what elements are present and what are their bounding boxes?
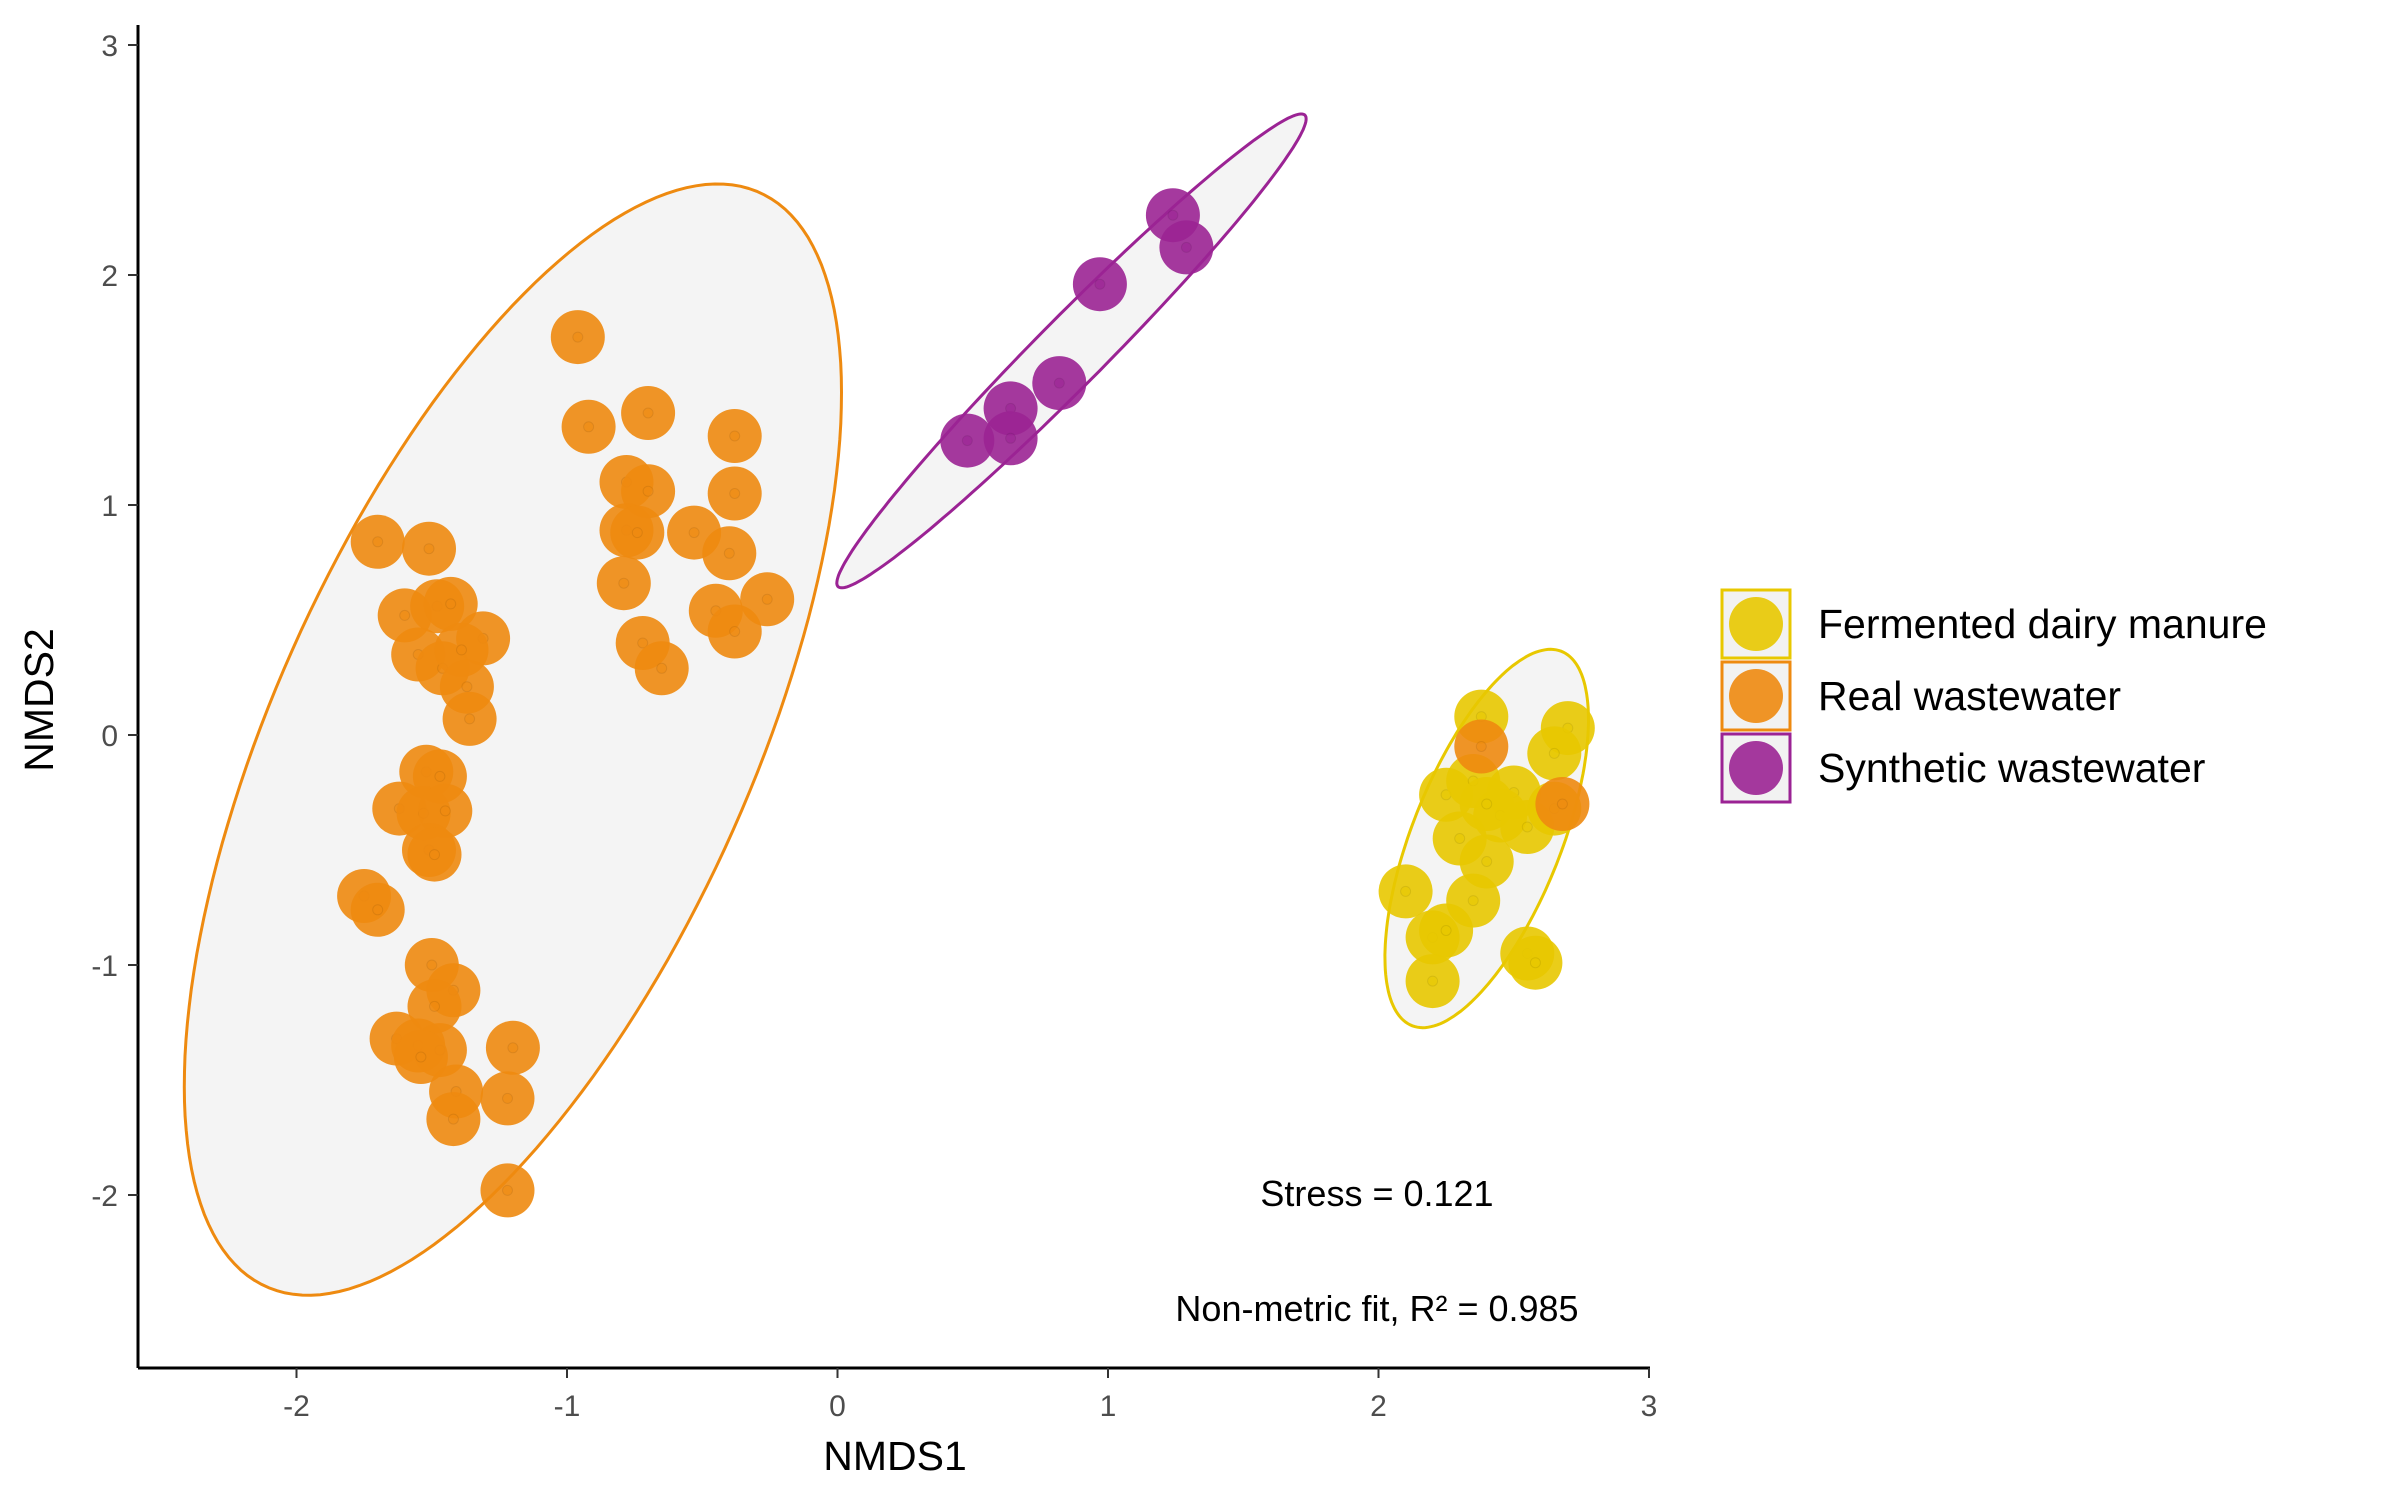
x-axis-title: NMDS1 [823,1433,967,1479]
data-point-center [761,593,773,605]
data-point-center [372,536,384,548]
data-point-center [729,430,741,442]
data-point-center [1556,798,1568,810]
y-ticks: -2 -1 0 1 2 3 [91,30,138,1213]
data-point-center [429,849,440,861]
data-point-center [642,485,654,497]
data-point-center [1180,241,1192,253]
x-tick-label: 2 [1370,1390,1387,1423]
data-point-center [637,637,649,649]
y-tick-label: 0 [101,720,118,753]
y-axis-title: NMDS2 [16,628,62,772]
data-point-center [1427,975,1439,987]
data-point-center [961,435,973,447]
data-point-center [642,407,654,419]
x-tick-label: 0 [829,1390,846,1423]
data-point-center [1094,278,1106,290]
data-point-center [1529,957,1541,969]
data-point-center [1467,895,1479,907]
y-tick-label: 2 [101,260,118,293]
legend-label: Real wastewater [1818,673,2121,719]
data-point-center [1548,747,1560,759]
data-point-center [429,1000,440,1012]
data-point-center [631,527,643,539]
ellipse-3 [835,112,1308,590]
y-tick-label: -2 [91,1180,118,1213]
data-point-center [1481,798,1493,810]
x-ticks: -2 -1 0 1 2 3 [283,1368,1657,1423]
data-point-center [415,1051,427,1063]
data-point-center [1167,209,1179,221]
data-point-center [439,805,451,817]
data-point-center [1440,925,1452,936]
data-point-center [572,331,584,343]
ellipse-2 [182,182,844,1297]
data-point-center [502,1092,513,1104]
x-tick-label: -2 [283,1390,310,1423]
data-point-center [729,488,741,499]
data-point-center [426,959,438,971]
data-point-center [447,1113,459,1125]
x-tick-label: -1 [554,1390,581,1423]
data-point-center [445,598,457,610]
legend-label: Fermented dairy manure [1818,601,2267,647]
x-tick-label: 1 [1100,1390,1117,1423]
data-point-center [1475,741,1487,752]
data-point-center [423,543,435,555]
ellipse-layer [182,112,1591,1297]
data-point-center [1400,885,1412,897]
x-tick-label: 3 [1641,1390,1658,1423]
data-point-center [688,527,700,539]
data-point-center [1454,833,1466,844]
legend-label: Synthetic wastewater [1818,745,2205,791]
data-point-center [1521,821,1533,833]
data-point-center [507,1042,519,1054]
legend-key-marker [1729,597,1783,651]
y-tick-label: 1 [101,490,118,523]
data-point-center [399,609,411,621]
data-point-center [434,770,446,782]
data-point-center [1481,856,1493,867]
data-point-center [461,681,473,693]
data-point-center [729,626,741,637]
points-layer [337,188,1595,1218]
y-tick-label: -1 [91,950,118,983]
data-point-center [618,577,630,589]
data-point-center [723,547,735,559]
data-point-center [464,713,476,725]
data-point-center [456,644,467,656]
legend-key-marker [1729,741,1783,795]
y-tick-label: 3 [101,30,118,63]
data-point-center [502,1184,513,1196]
data-point-center [583,421,595,433]
stress-annotation: Stress = 0.121 [1260,1173,1493,1214]
data-point-center [1053,377,1065,389]
fit-annotation: Non-metric fit, R² = 0.985 [1175,1288,1578,1329]
legend: Fermented dairy manure Real wastewater Syn… [1720,588,2267,804]
data-point-center [1005,432,1017,444]
data-point-center [372,904,384,916]
data-point-center [656,662,668,674]
legend-key-marker [1729,669,1783,723]
